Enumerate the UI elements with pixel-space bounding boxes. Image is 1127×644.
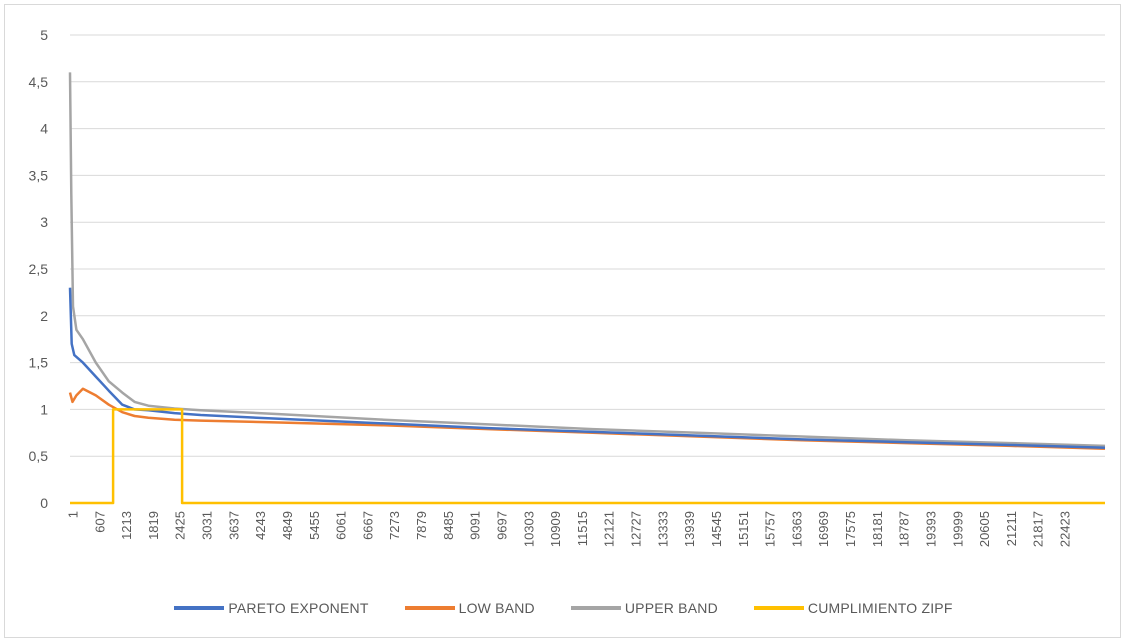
legend-swatch-cumplimiento-zipf [753, 606, 804, 610]
series-line-pareto-exponent [68, 287, 1106, 450]
legend-swatch-low-band [404, 606, 455, 610]
series-lines [68, 72, 1106, 505]
series-line-low-band [68, 387, 1106, 450]
x-tick-label: 19999 [950, 511, 965, 547]
legend-label-upper-band: UPPER BAND [624, 600, 718, 616]
x-tick-label: 3637 [226, 511, 241, 540]
x-tick-label: 5455 [307, 511, 322, 540]
x-tick-label: 18181 [870, 511, 885, 547]
x-tick-label: 19393 [923, 511, 938, 547]
x-tick-label: 16363 [789, 511, 804, 547]
y-tick-label: 4 [40, 121, 48, 137]
legend-item-upper-band: UPPER BAND [570, 600, 718, 616]
x-tick-label: 14545 [709, 511, 724, 547]
legend-label-cumplimiento-zipf: CUMPLIMIENTO ZIPF [807, 600, 953, 616]
x-tick-label: 7879 [414, 511, 429, 540]
x-tick-label: 21211 [1004, 511, 1019, 546]
x-tick-label: 10303 [521, 511, 536, 547]
x-tick-label: 21817 [1031, 511, 1046, 547]
x-tick-label: 13333 [655, 511, 670, 547]
x-tick-label: 22423 [1058, 511, 1073, 547]
y-tick-label: 1 [40, 401, 48, 417]
x-tick-label: 6667 [360, 511, 375, 540]
x-tick-label: 1 [65, 511, 80, 518]
x-tick-label: 10909 [548, 511, 563, 547]
x-tick-label: 15757 [763, 511, 778, 547]
y-tick-label: 0 [40, 495, 48, 511]
y-tick-label: 1,5 [29, 355, 49, 371]
x-tick-label: 4243 [253, 511, 268, 540]
x-tick-label: 6061 [334, 511, 349, 540]
x-tick-label: 17575 [843, 511, 858, 547]
x-tick-label: 11515 [575, 511, 590, 546]
legend-item-low-band: LOW BAND [404, 600, 535, 616]
y-tick-label: 5 [40, 27, 48, 43]
x-tick-label: 2425 [173, 511, 188, 540]
x-tick-label: 607 [92, 511, 107, 533]
chart-frame [4, 4, 1121, 638]
x-tick-label: 1213 [119, 511, 134, 540]
x-tick-label: 8485 [441, 511, 456, 540]
x-tick-label: 9091 [468, 511, 483, 540]
y-tick-label: 4,5 [29, 74, 49, 90]
x-tick-label: 13939 [682, 511, 697, 547]
y-tick-label: 2,5 [29, 261, 49, 277]
legend-label-pareto-exponent: PARETO EXPONENT [228, 600, 369, 616]
x-tick-label: 3031 [200, 511, 215, 540]
y-tick-label: 0,5 [29, 448, 49, 464]
gridlines [70, 34, 1105, 457]
x-tick-label: 15151 [736, 511, 751, 547]
x-axis-ticks: 1 607 1213 1819 2425 3031 3637 4243 4849 5455 6061… [65, 511, 1072, 547]
legend-item-pareto-exponent: PARETO EXPONENT [174, 600, 368, 616]
legend: PARETO EXPONENT LOW BAND UPPER BAND CUMP… [0, 596, 1127, 620]
legend-label-low-band: LOW BAND [458, 600, 535, 616]
series-line-cumplimiento-zipf [70, 408, 1105, 505]
x-tick-label: 20605 [977, 511, 992, 547]
legend-item-cumplimiento-zipf: CUMPLIMIENTO ZIPF [753, 600, 953, 616]
legend-swatch-pareto-exponent [174, 606, 225, 610]
y-tick-label: 3,5 [29, 167, 49, 183]
y-tick-label: 2 [40, 308, 48, 324]
x-tick-label: 18787 [897, 511, 912, 547]
legend-swatch-upper-band [570, 606, 621, 610]
x-tick-label: 9697 [494, 511, 509, 540]
y-axis-ticks: 0 0,5 1 1,5 2 2,5 3 3,5 4 4,5 5 [29, 27, 49, 511]
x-tick-label: 4849 [280, 511, 295, 540]
x-tick-label: 7273 [387, 511, 402, 540]
x-tick-label: 12727 [629, 511, 644, 547]
x-tick-label: 12121 [602, 511, 617, 547]
x-tick-label: 1819 [146, 511, 161, 540]
y-tick-label: 3 [40, 214, 48, 230]
x-tick-label: 16969 [816, 511, 831, 547]
